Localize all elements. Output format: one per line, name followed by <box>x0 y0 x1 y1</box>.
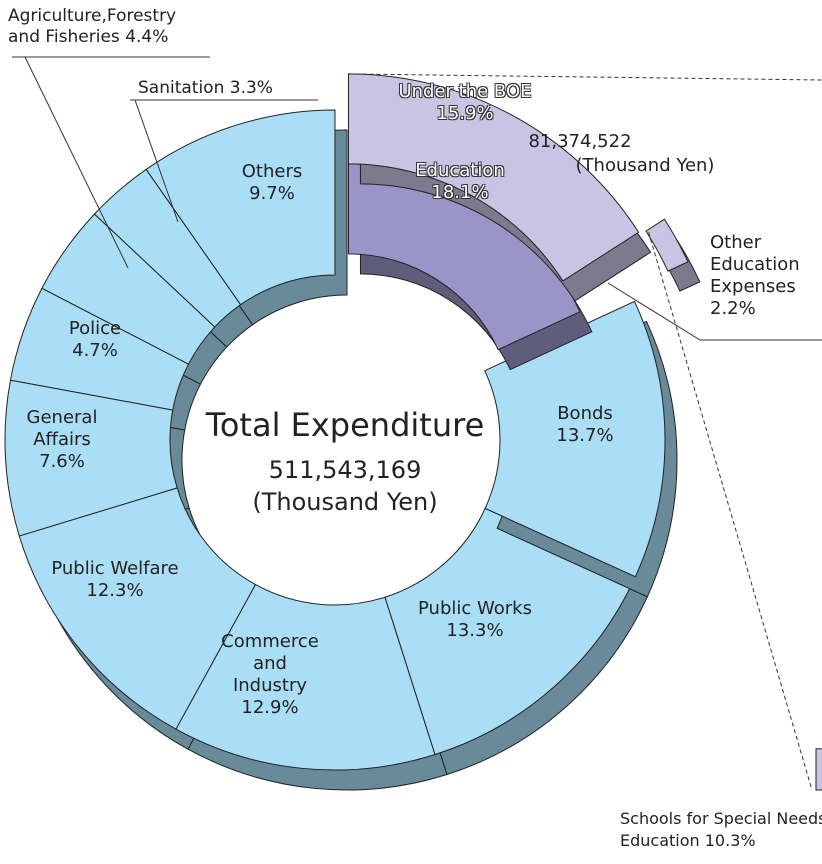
breakdown-unit: (Thousand Yen) <box>555 155 735 177</box>
boe-breakdown-value: 10.3% <box>704 831 756 850</box>
total-unit: (Thousand Yen) <box>252 488 438 516</box>
education-breakdown-segment <box>347 73 640 282</box>
boe-breakdown-bar <box>815 748 822 791</box>
category-label: Bonds <box>557 403 613 424</box>
category-label: General Affairs <box>26 407 98 450</box>
segment-label: Sanitation 3.3% <box>138 78 338 99</box>
center-title: Total Expenditure <box>205 406 485 444</box>
value-label: 4.7% <box>72 340 118 361</box>
leader-line <box>607 282 822 341</box>
donut-segment <box>175 583 436 771</box>
segment-label: Bonds 13.7% <box>525 403 645 447</box>
breakdown-value: 15.9% <box>436 103 494 124</box>
total-value: 511,543,169 <box>268 456 422 484</box>
breakdown-label: Under the BOE 15.9% <box>365 81 565 125</box>
donut-segment <box>9 287 190 411</box>
category-label: Sanitation <box>138 78 225 98</box>
boe-breakdown-name: Schools for Special Needs Education <box>620 809 822 850</box>
value-label: 13.7% <box>556 425 614 446</box>
breakdown-name: Other Education Expenses <box>710 232 800 297</box>
category-label: Others <box>241 161 303 182</box>
connector <box>648 232 813 791</box>
value-label: 4.4% <box>125 27 169 47</box>
segment-label: Commerce and Industry 12.9% <box>215 631 325 719</box>
breakdown-value: 2.2% <box>710 298 756 319</box>
donut-segment <box>93 168 242 328</box>
education-breakdown-segment <box>645 218 689 272</box>
donut-segment <box>384 507 636 756</box>
breakdown-name: Under the BOE <box>398 81 532 102</box>
breakdown-label: Other Education Expenses 2.2% <box>710 232 820 320</box>
donut-segment <box>41 213 216 365</box>
segment-label: Agriculture,Forestry and Fisheries 4.4% <box>8 6 183 48</box>
segment-label: Public Works 13.3% <box>395 598 555 642</box>
value-label: 12.3% <box>86 580 144 601</box>
leader-line <box>134 99 179 223</box>
leader-line <box>24 56 129 269</box>
amount-value: 81,374,522 <box>528 131 632 152</box>
segment-label: Public Welfare 12.3% <box>25 558 205 602</box>
donut-segment <box>4 379 178 537</box>
category-label: Public Welfare <box>51 558 179 579</box>
value-label: 13.3% <box>446 620 504 641</box>
boe-breakdown-label: Schools for Special Needs Education 10.3… <box>620 808 822 852</box>
breakdown-amount: 81,374,522 <box>505 131 655 153</box>
segment-label: Police 4.7% <box>45 318 145 362</box>
segment-label: General Affairs 7.6% <box>15 407 110 473</box>
category-label: Education <box>415 160 505 181</box>
connector <box>348 73 822 81</box>
segment-label: Education 18.1% <box>390 160 530 204</box>
value-label: 12.9% <box>241 697 299 718</box>
amount-unit: (Thousand Yen) <box>575 155 715 176</box>
value-label: 7.6% <box>39 451 85 472</box>
donut-segment <box>484 300 666 578</box>
value-label: 3.3% <box>229 78 273 98</box>
category-label: Agriculture,Forestry and Fisheries <box>8 6 177 47</box>
value-label: 9.7% <box>249 183 295 204</box>
segment-label: Others 9.7% <box>222 161 322 205</box>
category-label: Police <box>68 318 122 339</box>
category-label: Public Works <box>418 598 532 619</box>
donut-segment <box>145 109 336 306</box>
donut-segment <box>18 487 257 730</box>
value-label: 18.1% <box>431 182 489 203</box>
category-label: Commerce and Industry <box>221 631 319 696</box>
